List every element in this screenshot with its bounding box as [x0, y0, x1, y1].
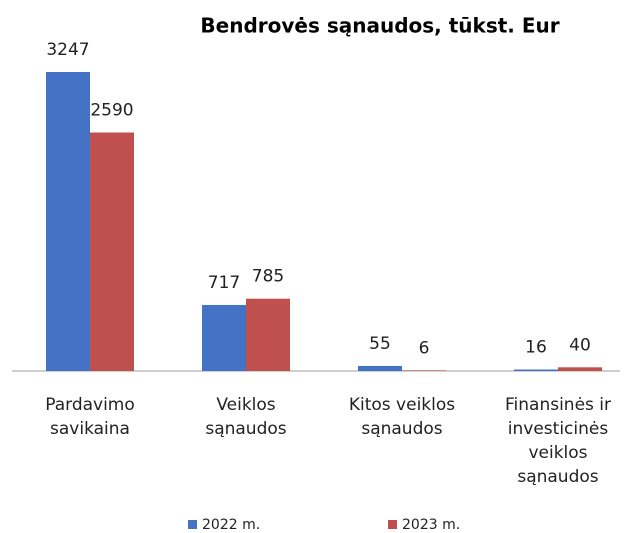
value-label: 40: [569, 335, 591, 355]
value-label: 717: [208, 273, 240, 293]
value-label: 3247: [46, 40, 89, 60]
x-tick-label: veiklos: [528, 443, 587, 463]
bar: [358, 365, 402, 371]
x-tick-label: sąnaudos: [361, 419, 442, 439]
bar: [90, 132, 134, 371]
bar: [202, 304, 246, 371]
bar: [514, 369, 558, 371]
value-label: 785: [252, 267, 284, 287]
x-tick-label: sąnaudos: [205, 419, 286, 439]
value-label: 55: [369, 334, 391, 354]
bar: [402, 370, 446, 371]
value-label: 16: [525, 338, 547, 358]
x-tick-label: Pardavimo: [45, 395, 135, 415]
legend-swatch: [188, 520, 197, 529]
bar: [46, 72, 90, 371]
x-tick-label: savikaina: [50, 419, 130, 439]
legend-swatch: [388, 520, 397, 529]
bar: [558, 367, 602, 371]
x-tick-label: Finansinės ir: [505, 395, 611, 415]
x-tick-label: investicinės: [508, 419, 609, 439]
value-label: 6: [419, 338, 430, 358]
x-tick-label: Kitos veiklos: [349, 395, 455, 415]
x-tick-label: sąnaudos: [517, 467, 598, 487]
chart-title: Bendrovės sąnaudos, tūkst. Eur: [200, 14, 559, 38]
x-tick-label: Veiklos: [216, 395, 275, 415]
legend-label: 2022 m.: [202, 517, 260, 533]
value-label: 2590: [90, 100, 133, 120]
legend-label: 2023 m.: [402, 517, 460, 533]
bar: [246, 298, 290, 371]
